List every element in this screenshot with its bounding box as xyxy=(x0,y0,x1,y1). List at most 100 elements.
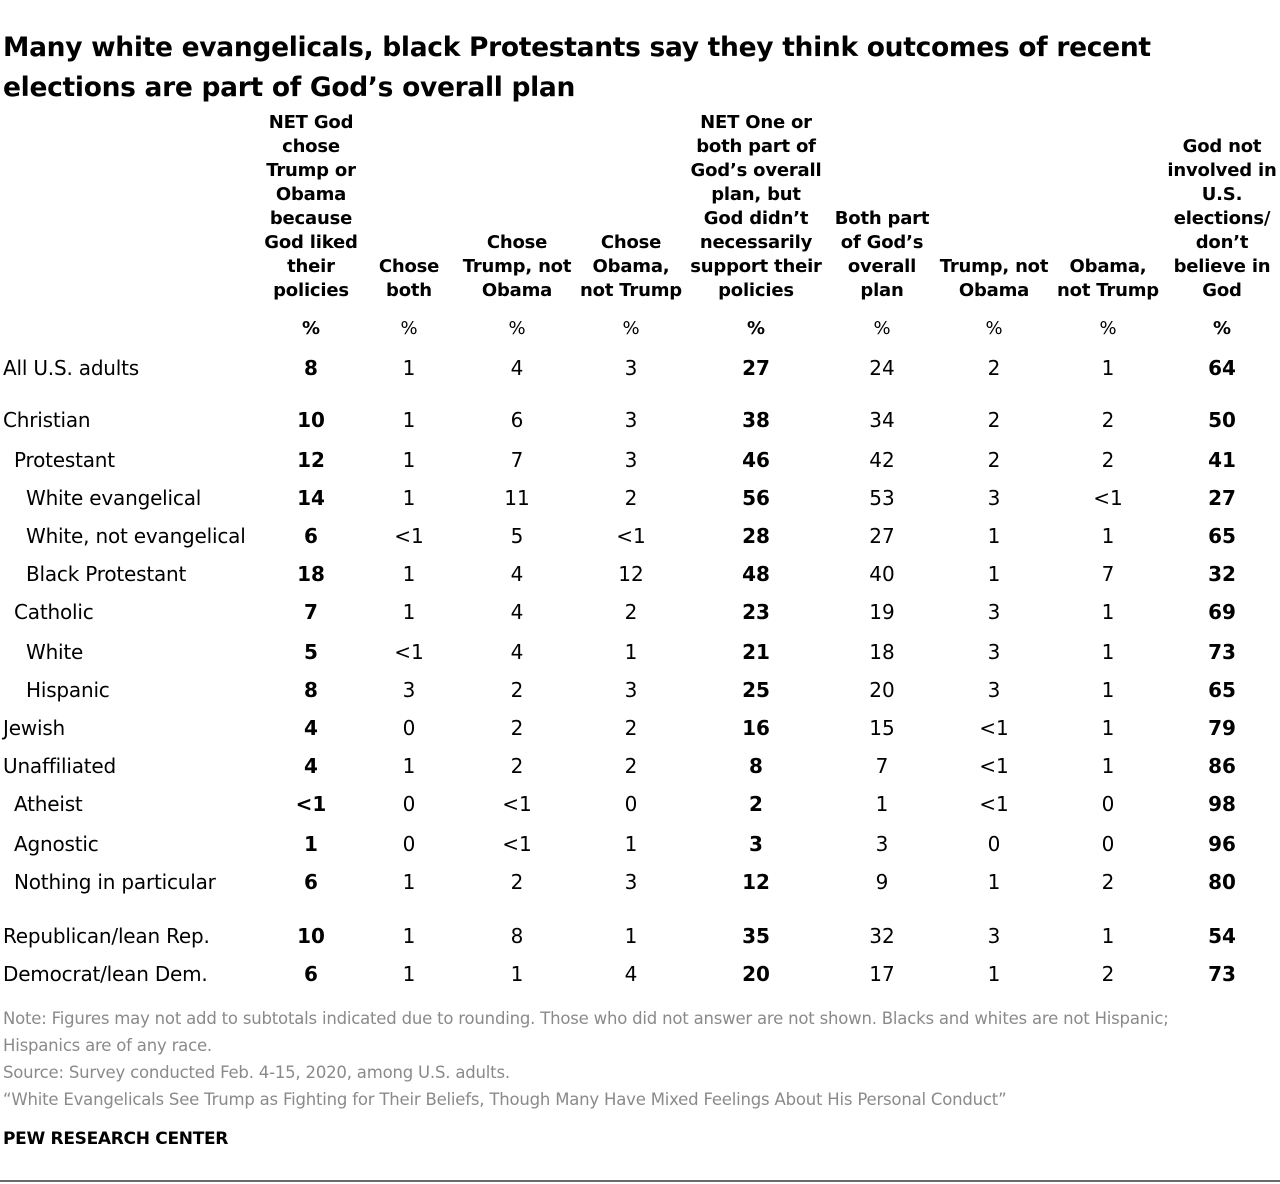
table-cell: <1 xyxy=(394,524,424,548)
table-cell: 1 xyxy=(1101,356,1115,380)
table-cell: 1 xyxy=(402,356,416,380)
table-cell: <1 xyxy=(979,754,1009,778)
table-cell: 4 xyxy=(304,716,318,740)
column-header-2: Chose both xyxy=(378,256,440,301)
column-unit-7: % xyxy=(985,318,1003,339)
table-cell: 56 xyxy=(742,486,770,510)
table-cell: 54 xyxy=(1208,924,1236,948)
row-label: Unaffiliated xyxy=(3,754,117,778)
table-cell: 2 xyxy=(1101,962,1115,986)
table-row: Black Protestant 18 1 4 12 48 40 1 7 32 xyxy=(0,559,1280,589)
table-cell: 1 xyxy=(510,962,524,986)
table-cell: 1 xyxy=(402,600,416,624)
table-cell: 2 xyxy=(510,754,524,778)
table-cell: 1 xyxy=(1101,600,1115,624)
table-cell: 24 xyxy=(869,356,895,380)
table-cell: 3 xyxy=(624,678,638,702)
table-cell: 2 xyxy=(510,678,524,702)
row-label: Nothing in particular xyxy=(14,870,216,894)
column-unit-5: % xyxy=(746,318,766,339)
table-cell: 20 xyxy=(869,678,895,702)
table-row: Republican/lean Rep. 10 1 8 1 35 32 3 1 54 xyxy=(0,921,1280,951)
table-cell: 41 xyxy=(1208,448,1236,472)
table-cell: 18 xyxy=(297,562,325,586)
row-label: Democrat/lean Dem. xyxy=(3,962,208,986)
column-header-9: God not involved in U.S. elections/don’t bel… xyxy=(1167,136,1277,301)
table-cell: 7 xyxy=(875,754,889,778)
table-cell: 38 xyxy=(742,408,770,432)
table-cell: 1 xyxy=(1101,754,1115,778)
table-cell: 2 xyxy=(987,408,1001,432)
table-cell: <1 xyxy=(502,832,532,856)
table-cell: 1 xyxy=(402,924,416,948)
table-cell: 7 xyxy=(1101,562,1115,586)
table-cell: 2 xyxy=(987,448,1001,472)
table-row: Nothing in particular 6 1 2 3 12 9 1 2 80 xyxy=(0,867,1280,897)
table-cell: 1 xyxy=(1101,524,1115,548)
table-cell: 14 xyxy=(297,486,325,510)
column-header-4: Chose Obama, not Trump xyxy=(580,232,682,301)
column-unit-9: % xyxy=(1212,318,1232,339)
table-cell: 64 xyxy=(1208,356,1236,380)
table-cell: 27 xyxy=(1208,486,1236,510)
table-cell: 1 xyxy=(1101,678,1115,702)
row-label: White xyxy=(26,640,84,664)
table-cell: 2 xyxy=(1101,408,1115,432)
row-label: Christian xyxy=(3,408,91,432)
report-title: “White Evangelicals See Trump as Fightin… xyxy=(3,1090,1007,1109)
column-unit-6: % xyxy=(873,318,891,339)
table-cell: 28 xyxy=(742,524,770,548)
table-cell: 4 xyxy=(304,754,318,778)
table-cell: 8 xyxy=(510,924,524,948)
table-cell: 3 xyxy=(624,448,638,472)
column-header-3: Chose Trump, not Obama xyxy=(462,232,572,301)
table-cell: 25 xyxy=(742,678,770,702)
table-row: Unaffiliated 4 1 2 2 8 7 <1 1 86 xyxy=(0,751,1280,781)
row-label: All U.S. adults xyxy=(3,356,140,380)
table-cell: 10 xyxy=(297,924,325,948)
table-cell: 1 xyxy=(402,562,416,586)
table-row: Protestant 12 1 7 3 46 42 2 2 41 xyxy=(0,445,1280,475)
table-row: Catholic 7 1 4 2 23 19 3 1 69 xyxy=(0,597,1280,627)
column-unit-4: % xyxy=(622,318,640,339)
table-cell: 12 xyxy=(297,448,325,472)
table-cell: 15 xyxy=(869,716,895,740)
table-cell: 3 xyxy=(624,356,638,380)
table-cell: 9 xyxy=(875,870,889,894)
table-cell: 32 xyxy=(869,924,895,948)
table-cell: 5 xyxy=(510,524,524,548)
table-cell: 2 xyxy=(987,356,1001,380)
table-cell: 1 xyxy=(1101,640,1115,664)
table-cell: 6 xyxy=(510,408,524,432)
table-row: Agnostic 1 0 <1 1 3 3 0 0 96 xyxy=(0,829,1280,859)
table-cell: 3 xyxy=(624,408,638,432)
table-cell: 27 xyxy=(742,356,770,380)
table-cell: 1 xyxy=(624,924,638,948)
table-cell: 1 xyxy=(402,962,416,986)
row-label: Agnostic xyxy=(14,832,99,856)
table-cell: 1 xyxy=(402,486,416,510)
table-cell: 2 xyxy=(749,792,763,816)
table-cell: 46 xyxy=(742,448,770,472)
column-header-6: Both part of God’s overall plan xyxy=(834,208,930,301)
table-cell: 1 xyxy=(875,792,889,816)
table-cell: 3 xyxy=(402,678,416,702)
source-text: Source: Survey conducted Feb. 4-15, 2020… xyxy=(3,1063,510,1082)
table-cell: 18 xyxy=(869,640,895,664)
row-label: Black Protestant xyxy=(26,562,187,586)
table-cell: 10 xyxy=(297,408,325,432)
table-cell: 96 xyxy=(1208,832,1236,856)
column-header-1: NET God chose Trump or Obama because God like… xyxy=(264,112,358,301)
table-cell: 32 xyxy=(1208,562,1236,586)
table-cell: 21 xyxy=(742,640,770,664)
table-cell: 2 xyxy=(624,716,638,740)
table-cell: 6 xyxy=(304,870,318,894)
table-cell: <1 xyxy=(616,524,646,548)
table-cell: 16 xyxy=(742,716,770,740)
column-header-7: Trump, not Obama xyxy=(939,256,1049,301)
column-unit-1: % xyxy=(301,318,321,339)
row-label: Protestant xyxy=(14,448,115,472)
table-cell: 17 xyxy=(869,962,895,986)
table-row: White, not evangelical 6 <1 5 <1 28 27 1 1 65 xyxy=(0,521,1280,551)
table-cell: 4 xyxy=(510,600,524,624)
